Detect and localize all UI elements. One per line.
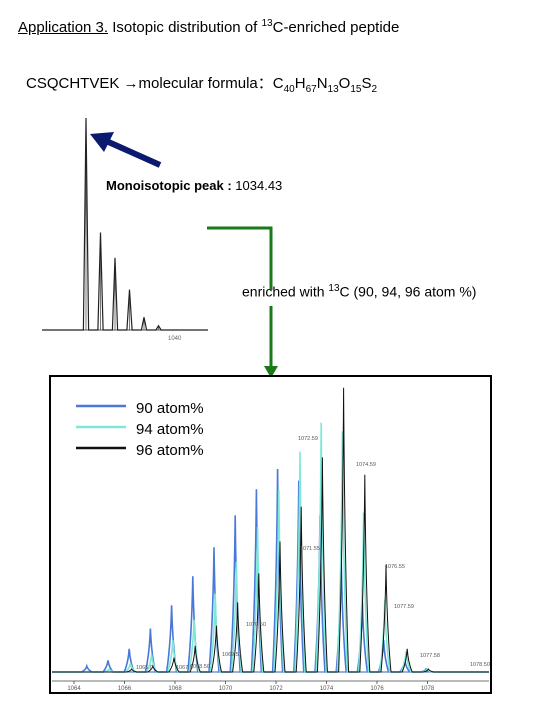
peak-label-8: 1065.0 — [136, 665, 153, 671]
legend-item-90: 90 atom% — [136, 400, 204, 417]
small-tick-label: 1040 — [168, 336, 182, 342]
formula-line: CSQCHTVEK →molecular formula：C40H67N13O1… — [26, 72, 377, 95]
x-tick-label-6: 1076 — [370, 686, 384, 692]
series-line-1 — [52, 422, 489, 673]
arrow-head — [90, 132, 114, 152]
enriched-text: enriched with — [242, 283, 329, 300]
peak-label-0: 1072.59 — [298, 436, 318, 442]
formula-label: molecular formula： — [138, 75, 273, 92]
x-tick-label-5: 1074 — [320, 686, 334, 692]
peak-label-5: 1076.55 — [385, 564, 405, 570]
x-tick-label-1: 1066 — [118, 686, 132, 692]
connector-arrowhead — [264, 366, 278, 378]
arrow-shaft — [102, 137, 162, 168]
peak-label-2: 1071.55 — [300, 546, 320, 552]
formula-arrow: → — [123, 75, 139, 92]
formula-element-3: O — [338, 75, 351, 92]
x-tick-label-3: 1070 — [219, 686, 233, 692]
peptide-sequence: CSQCHTVEK — [26, 75, 120, 92]
peak-label-10: 1077.58 — [420, 653, 440, 659]
chart-legend: 90 atom% 94 atom% 96 atom% — [136, 398, 204, 461]
x-tick-label-0: 1064 — [67, 686, 81, 692]
formula-element-1: H — [294, 75, 306, 92]
title-prefix: Application 3. — [18, 19, 109, 36]
enriched-chart-frame — [49, 375, 492, 694]
x-tick-label-2: 1068 — [168, 686, 182, 692]
molecular-formula: C40H67N13O15S2 — [272, 75, 378, 95]
enriched-label: enriched with 13C (90, 94, 96 atom %) — [242, 283, 476, 300]
formula-element-4: S — [361, 75, 372, 92]
formula-count-1: 67 — [305, 84, 317, 95]
mono-label-text: Monoisotopic peak : — [106, 178, 232, 193]
title-sup: 13 — [261, 18, 273, 29]
slide-title: Application 3. Isotopic distribution of … — [18, 18, 399, 36]
x-tick-label-7: 1078 — [421, 686, 435, 692]
small-series-line — [42, 117, 208, 331]
legend-item-96: 96 atom% — [136, 442, 204, 459]
enrichment-connector — [207, 226, 278, 378]
peak-label-11: 1078.50 — [470, 662, 490, 668]
title-text: Isotopic distribution of — [108, 19, 262, 36]
peak-label-1: 1074.59 — [356, 462, 376, 468]
legend-item-94: 94 atom% — [136, 421, 204, 438]
formula-element-2: N — [316, 75, 328, 92]
peak-label-7: 1068.50 — [190, 664, 210, 670]
x-tick-label-4: 1072 — [269, 686, 283, 692]
small-spectrum-chart: 1040 — [42, 117, 208, 342]
peak-label-9: 1067.5 — [176, 665, 193, 671]
enriched-text-end: C (90, 94, 96 atom %) — [339, 283, 477, 300]
enriched-sup: 13 — [328, 283, 340, 294]
formula-count-0: 40 — [283, 84, 295, 95]
formula-count-4: 2 — [371, 84, 378, 95]
formula-count-3: 15 — [350, 84, 362, 95]
formula-element-0: C — [272, 75, 284, 92]
peak-label-6: 1077.59 — [394, 604, 414, 610]
series-line-2 — [52, 387, 489, 673]
peak-label-4: 1069.51 — [222, 652, 242, 658]
formula-count-2: 13 — [327, 84, 339, 95]
monoisotopic-label: Monoisotopic peak : 1034.43 — [106, 178, 282, 193]
title-text-end: C-enriched peptide — [272, 19, 400, 36]
connector-upper — [207, 226, 273, 290]
enriched-spectrum-chart: 1064 1066 1068 1070 1072 1074 1076 1078 1072.59 1… — [52, 387, 490, 692]
peak-label-3: 1070.50 — [246, 622, 266, 628]
monoisotopic-arrow — [90, 132, 162, 168]
mono-value: 1034.43 — [231, 178, 283, 193]
